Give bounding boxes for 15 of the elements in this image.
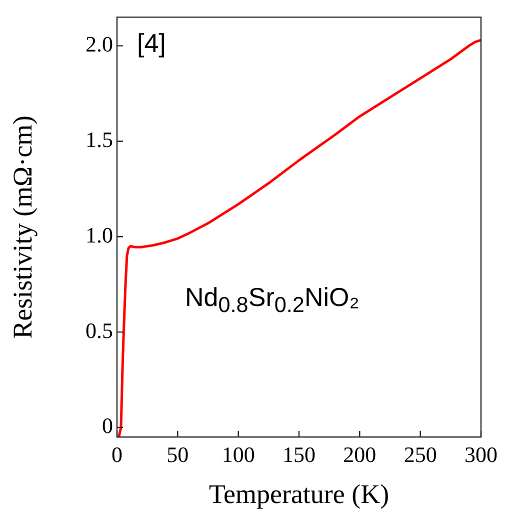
y-axis-title: Resistivity (mΩ·cm) [7, 115, 38, 339]
y-tick-label: 0.5 [86, 318, 113, 343]
x-tick-label: 150 [282, 442, 316, 467]
annotation: [4] [137, 28, 166, 59]
annotation: Nd$_{0.8}$Sr$_{0.2}$NiO₂ [185, 282, 360, 318]
y-tick-label: 2.0 [86, 32, 113, 57]
x-axis-title: Temperature (K) [208, 478, 390, 509]
x-tick-label: 200 [343, 442, 376, 467]
y-tick-label: 1.0 [86, 222, 113, 248]
x-tick-label: 50 [166, 442, 189, 467]
y-tick-label: 1.5 [86, 127, 113, 152]
x-tick-label: 250 [404, 442, 437, 467]
x-tick-label: 300 [464, 442, 498, 467]
x-tick-label: 100 [222, 442, 255, 467]
y-tick-label: 0 [102, 413, 113, 438]
